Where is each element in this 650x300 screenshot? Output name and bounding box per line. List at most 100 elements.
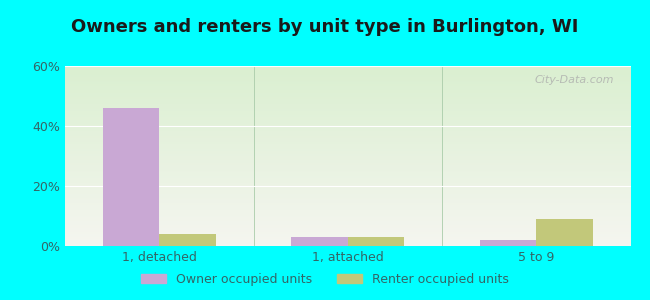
Bar <box>65 201 630 203</box>
Bar <box>65 167 630 169</box>
Bar <box>65 68 630 70</box>
Bar <box>159 234 216 246</box>
Bar <box>65 107 630 109</box>
Bar <box>65 71 630 73</box>
Bar <box>65 73 630 75</box>
Bar <box>65 98 630 100</box>
Bar <box>65 151 630 152</box>
Bar <box>65 145 630 147</box>
Bar <box>65 217 630 219</box>
Bar <box>65 161 630 163</box>
Bar <box>65 120 630 122</box>
Bar <box>480 240 536 246</box>
Bar <box>65 84 630 86</box>
Bar <box>65 214 630 215</box>
Bar <box>65 188 630 190</box>
Bar <box>65 181 630 183</box>
Bar <box>65 91 630 93</box>
Bar <box>65 142 630 143</box>
Bar <box>65 106 630 107</box>
Bar <box>65 190 630 192</box>
Bar <box>65 109 630 111</box>
Bar <box>65 226 630 228</box>
Bar <box>65 127 630 129</box>
Bar <box>65 122 630 124</box>
Legend: Owner occupied units, Renter occupied units: Owner occupied units, Renter occupied un… <box>136 268 514 291</box>
Bar <box>65 219 630 221</box>
Bar <box>65 185 630 187</box>
Bar <box>65 169 630 170</box>
Text: Owners and renters by unit type in Burlington, WI: Owners and renters by unit type in Burli… <box>72 18 578 36</box>
Bar <box>65 125 630 127</box>
Bar <box>65 102 630 104</box>
Bar <box>65 172 630 174</box>
Bar <box>65 241 630 242</box>
Bar <box>65 224 630 226</box>
Bar <box>65 194 630 196</box>
Bar <box>65 233 630 235</box>
Bar <box>65 228 630 230</box>
Bar <box>65 77 630 79</box>
Bar <box>65 147 630 149</box>
Bar <box>65 97 630 98</box>
Bar <box>65 129 630 131</box>
Bar <box>65 160 630 161</box>
Bar <box>65 118 630 120</box>
Bar <box>65 163 630 165</box>
Bar <box>65 95 630 97</box>
Bar <box>65 131 630 133</box>
Bar <box>348 237 404 246</box>
Bar <box>65 203 630 205</box>
Bar <box>65 221 630 223</box>
Bar <box>65 89 630 91</box>
Bar <box>65 206 630 208</box>
Bar <box>65 174 630 176</box>
Bar <box>65 133 630 134</box>
Bar <box>65 237 630 239</box>
Bar <box>65 178 630 179</box>
Bar <box>65 140 630 142</box>
Bar <box>65 93 630 95</box>
Bar <box>65 223 630 224</box>
Bar <box>65 165 630 167</box>
Bar <box>65 176 630 178</box>
Bar <box>65 82 630 84</box>
Bar <box>65 242 630 244</box>
Bar <box>65 116 630 118</box>
Bar <box>65 199 630 201</box>
Bar <box>65 156 630 158</box>
Bar <box>65 158 630 160</box>
Bar <box>65 113 630 115</box>
Bar <box>65 86 630 88</box>
Bar <box>65 210 630 212</box>
Bar <box>65 152 630 154</box>
Bar <box>103 108 159 246</box>
Bar <box>65 196 630 197</box>
Bar <box>65 66 630 68</box>
Bar <box>65 100 630 102</box>
Bar <box>65 232 630 233</box>
Bar <box>65 104 630 106</box>
Bar <box>65 70 630 71</box>
Bar <box>65 235 630 237</box>
Bar <box>65 134 630 136</box>
Bar <box>65 79 630 80</box>
Bar <box>65 215 630 217</box>
Bar <box>65 149 630 151</box>
Bar <box>65 115 630 116</box>
Bar <box>65 170 630 172</box>
Bar <box>65 80 630 82</box>
Bar <box>65 88 630 89</box>
Bar <box>65 212 630 214</box>
Bar <box>65 244 630 246</box>
Bar <box>65 183 630 185</box>
Text: City-Data.com: City-Data.com <box>534 75 614 85</box>
Bar <box>65 124 630 125</box>
Bar <box>65 143 630 145</box>
Bar <box>65 111 630 113</box>
Bar <box>65 230 630 232</box>
Bar <box>65 197 630 199</box>
Bar <box>536 219 593 246</box>
Bar <box>65 239 630 241</box>
Bar <box>65 138 630 140</box>
